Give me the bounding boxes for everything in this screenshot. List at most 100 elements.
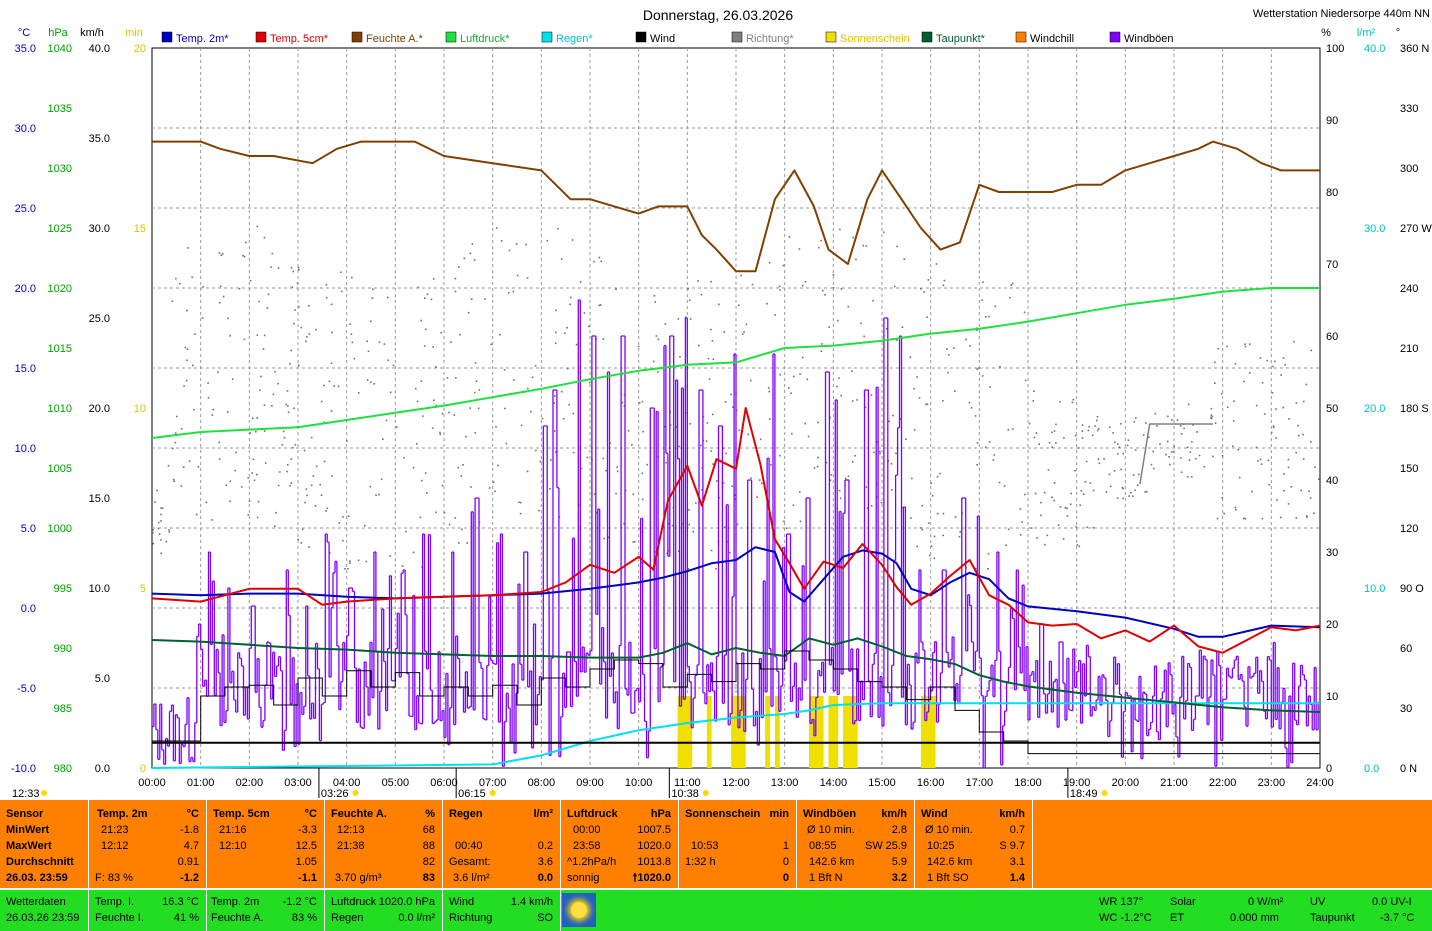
- direction-dot: [1074, 434, 1077, 437]
- direction-dot: [793, 375, 795, 378]
- x-tick: 14:00: [820, 777, 848, 789]
- direction-dot: [421, 479, 423, 482]
- direction-dot: [1105, 491, 1108, 493]
- direction-dot: [712, 463, 714, 465]
- direction-dot: [173, 478, 175, 481]
- direction-dot: [325, 283, 328, 286]
- wind-tick: 5.0: [95, 673, 110, 685]
- direction-dot: [495, 426, 497, 428]
- regen-gesamt-label: Gesamt:: [449, 856, 491, 868]
- direction-dot: [1260, 463, 1263, 465]
- direction-dot: [1214, 382, 1216, 384]
- direction-dot: [375, 494, 377, 496]
- direction-dot: [202, 286, 204, 288]
- direction-dot: [1085, 460, 1088, 463]
- direction-dot: [461, 528, 463, 531]
- direction-dot: [285, 403, 287, 406]
- sunshine-bar: [706, 696, 712, 768]
- direction-dot: [1287, 458, 1290, 461]
- legend-swatch: [825, 31, 837, 43]
- direction-dot: [424, 472, 427, 474]
- direction-dot: [256, 225, 259, 228]
- direction-dot: [303, 449, 306, 452]
- direction-dot: [415, 387, 417, 390]
- temp5cm-current: -1.1: [298, 872, 317, 884]
- direction-dot: [258, 389, 261, 392]
- direction-dot: [712, 358, 715, 361]
- direction-dot: [1186, 446, 1189, 449]
- direction-dot: [1221, 455, 1224, 457]
- direction-dot: [1077, 447, 1080, 449]
- direction-dot: [1079, 504, 1081, 506]
- direction-dot: [1244, 345, 1247, 348]
- axis-unit: hPa: [48, 27, 68, 39]
- direction-dot: [1300, 489, 1302, 492]
- direction-dot: [298, 269, 300, 271]
- temp2m-current: -1.2: [180, 872, 199, 884]
- direction-dot: [913, 429, 916, 431]
- uv-label: UV: [1310, 896, 1326, 908]
- direction-dot: [1047, 469, 1050, 471]
- stats-temp2m: Temp. 2m °C 21:23 -1.8 12:12 4.7 0.91 F:…: [88, 800, 205, 888]
- legend: Temp. 2m* Temp. 5cm* Feuchte A.* Luftdruck*…: [161, 31, 1174, 45]
- direction-dot: [615, 288, 617, 291]
- direction-dot: [186, 309, 188, 312]
- wind-unit: km/h: [999, 808, 1025, 820]
- direction-dot: [1212, 455, 1214, 458]
- direction-dot: [893, 285, 896, 288]
- legend-label: Windchill: [1030, 33, 1074, 45]
- pressure-tick: 1030: [48, 163, 72, 175]
- stats-wind: Wind km/h Ø 10 min. 0.7 10:25 S 9.7 142.…: [914, 800, 1031, 888]
- direction-dot: [885, 328, 888, 330]
- direction-dot: [977, 367, 980, 369]
- feuchte-foot: 3.70 g/m³: [335, 872, 382, 884]
- direction-dot: [627, 430, 630, 432]
- feuchte-current: 83: [422, 872, 435, 884]
- direction-dot: [779, 373, 781, 376]
- wind-current: 1.4: [1009, 872, 1025, 884]
- pressure-tick: 1000: [48, 523, 72, 535]
- direction-dot: [976, 329, 978, 331]
- direction-dot: [308, 305, 310, 307]
- direction-dot: [323, 460, 326, 463]
- direction-dot: [863, 335, 865, 338]
- direction-dot: [432, 278, 435, 280]
- direction-dot: [539, 460, 542, 463]
- direction-dot: [666, 552, 668, 555]
- direction-dot: [306, 336, 308, 338]
- direction-dot: [1059, 400, 1061, 403]
- direction-dot: [157, 521, 160, 524]
- direction-dot: [602, 338, 605, 340]
- direction-dot: [1305, 383, 1308, 386]
- direction-dot: [817, 246, 820, 249]
- direction-dot: [678, 550, 680, 552]
- direction-dot: [838, 489, 841, 492]
- direction-tick: 240: [1400, 283, 1418, 295]
- direction-dot: [165, 540, 168, 543]
- direction-dot: [364, 524, 366, 527]
- direction-dot: [621, 401, 624, 404]
- direction-dot: [921, 528, 924, 531]
- row-label-current: 26.03. 23:59: [6, 872, 68, 884]
- direction-dot: [389, 555, 391, 557]
- wind-tick: 25.0: [89, 313, 110, 325]
- direction-dot: [1135, 417, 1137, 419]
- direction-dot: [1195, 457, 1197, 460]
- direction-dot: [1220, 392, 1223, 395]
- direction-dot: [1153, 467, 1155, 470]
- direction-dot: [566, 326, 568, 329]
- direction-dot: [981, 299, 983, 301]
- direction-dot: [297, 266, 300, 269]
- direction-dot: [500, 240, 503, 242]
- direction-dot: [263, 430, 266, 432]
- direction-dot: [242, 254, 244, 257]
- legend-label: Sonnenschein: [840, 33, 910, 45]
- direction-dot: [389, 391, 392, 394]
- direction-dot: [350, 333, 353, 335]
- direction-dot: [740, 274, 742, 277]
- direction-dot: [1226, 406, 1229, 409]
- direction-dot: [664, 323, 667, 325]
- direction-dot: [424, 297, 426, 299]
- axis-unit: km/h: [80, 27, 104, 39]
- stats-regen: Regen l/m² 00:40 0.2 Gesamt: 3.6 3.6 l/m…: [442, 800, 559, 888]
